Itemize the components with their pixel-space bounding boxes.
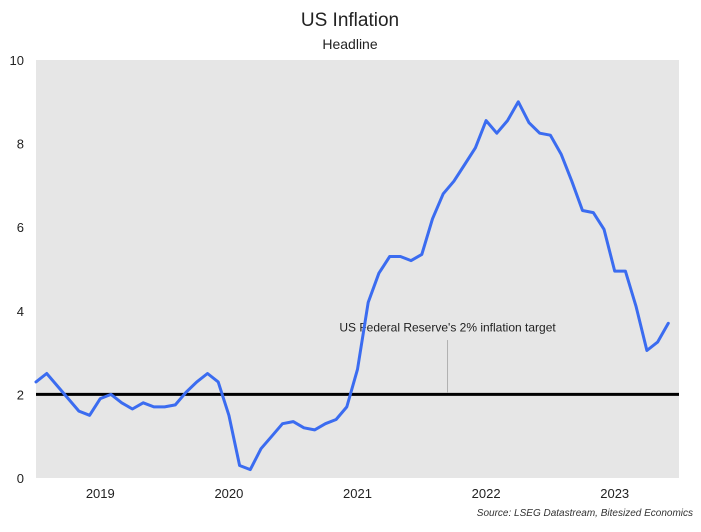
- plot-area: [36, 60, 679, 478]
- y-tick-label: 2: [17, 387, 24, 402]
- x-tick-label: 2023: [600, 486, 629, 501]
- y-tick-label: 8: [17, 137, 24, 152]
- series-line: [34, 100, 670, 472]
- x-tick-label: 2020: [214, 486, 243, 501]
- y-tick-label: 6: [17, 220, 24, 235]
- x-tick-label: 2021: [343, 486, 372, 501]
- source-note: Source: LSEG Datastream, Bitesized Econo…: [477, 508, 693, 519]
- y-tick-label: 4: [17, 304, 24, 319]
- x-tick-label: 2022: [472, 486, 501, 501]
- y-tick-label: 0: [17, 471, 24, 486]
- x-axis: 2019 2020 2021 2022 2023: [86, 486, 629, 501]
- chart-title: US Inflation: [301, 10, 399, 31]
- y-tick-label: 10: [10, 53, 24, 68]
- series-group: [34, 100, 670, 472]
- y-axis: 0 2 4 6 8 10: [10, 53, 24, 486]
- chart-subtitle: Headline: [322, 36, 377, 52]
- target-annotation-label: US Federal Reserve's 2% inflation target: [339, 321, 556, 335]
- reference-lines: US Federal Reserve's 2% inflation target: [36, 321, 679, 396]
- x-tick-label: 2019: [86, 486, 115, 501]
